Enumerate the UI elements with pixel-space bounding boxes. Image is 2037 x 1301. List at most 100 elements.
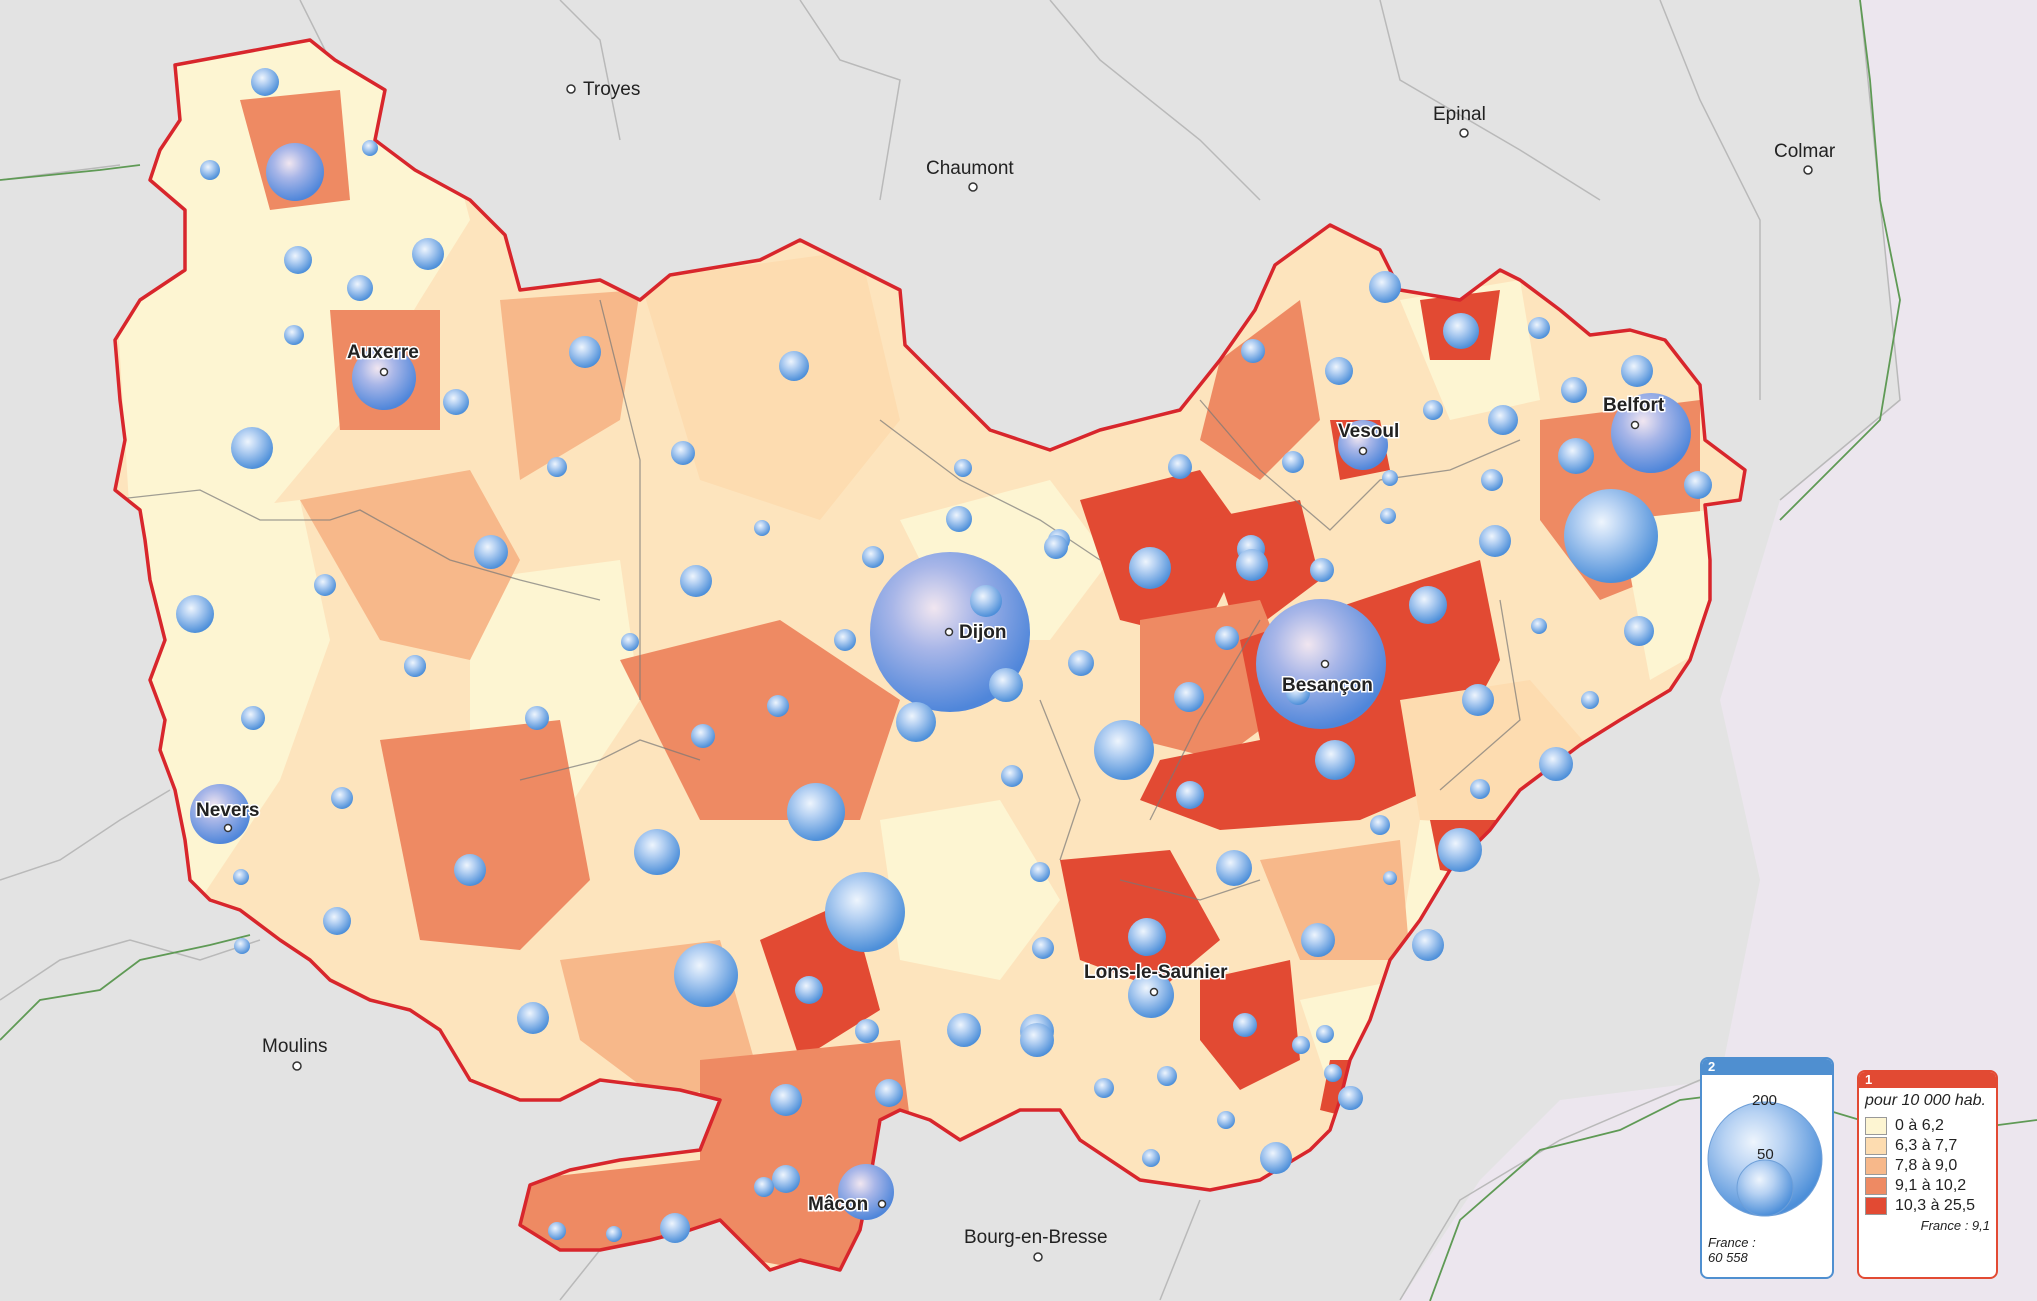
bubble (251, 68, 279, 96)
legend-class-label: 7,8 à 9,0 (1895, 1157, 1958, 1174)
city-label: Nevers (196, 800, 259, 821)
bubble (1129, 547, 1171, 589)
bubble (1684, 471, 1712, 499)
bubble (454, 854, 486, 886)
bubble (754, 1177, 774, 1197)
bubble (1382, 470, 1398, 486)
bubble (691, 724, 715, 748)
bubble (1260, 1142, 1292, 1174)
city-label: Moulins (262, 1036, 327, 1057)
city-dot (1033, 1252, 1043, 1262)
bubble (190, 784, 250, 844)
bubble (671, 441, 695, 465)
city-label: Vesoul (1338, 421, 1399, 442)
bubble (674, 943, 738, 1007)
city-label: Colmar (1774, 141, 1836, 162)
bubble (412, 238, 444, 270)
bubble (1236, 549, 1268, 581)
legend-class-row: 0 à 6,2 (1859, 1116, 1996, 1136)
city-dot (292, 1061, 302, 1071)
bubble (1217, 1111, 1235, 1129)
city-dot (1358, 446, 1368, 456)
bubble (1339, 1086, 1363, 1110)
legend-size-bubbles (1707, 1101, 1823, 1217)
eastern-area (1400, 0, 2037, 1301)
bubble (1157, 1066, 1177, 1086)
bubble (1624, 616, 1654, 646)
class-patch (380, 720, 590, 950)
city-dot (1320, 659, 1330, 669)
bubble (767, 695, 789, 717)
bubble (1068, 650, 1094, 676)
bubble (1621, 355, 1653, 387)
bubble (1215, 626, 1239, 650)
bubble (517, 1002, 549, 1034)
legend-class-label: 0 à 6,2 (1895, 1117, 1944, 1134)
bubble (772, 1165, 800, 1193)
legend-class-label: 9,1 à 10,2 (1895, 1177, 1967, 1194)
legend-color-france-note: France : 9,1 (1920, 1218, 1990, 1233)
bubble (621, 633, 639, 651)
legend-color-classes: 0 à 6,2 6,3 à 7,7 7,8 à 9,0 9,1 à 10,2 1… (1859, 1116, 1996, 1216)
bubble (1481, 469, 1503, 491)
city-label: Epinal (1433, 104, 1486, 125)
bubble (1020, 1023, 1054, 1057)
bubble (525, 706, 549, 730)
city-dot (223, 823, 233, 833)
bubble (1128, 918, 1166, 956)
bubble (266, 143, 324, 201)
bubble (1233, 1013, 1257, 1037)
city-label: Belfort (1603, 395, 1665, 416)
city-outside-layer: Troyes Chaumont Epinal Colmar Moulins Bo… (262, 79, 1836, 1262)
bubble (1338, 420, 1388, 470)
legend-size: 2 200 50 France : 60 558 (1700, 1057, 1834, 1279)
city-dot (877, 1199, 887, 1209)
legend-swatch (1865, 1197, 1887, 1215)
bubble (1241, 339, 1265, 363)
bubble (1528, 317, 1550, 339)
bubble (1310, 558, 1334, 582)
bubble (1282, 451, 1304, 473)
legend-class-row: 10,3 à 25,5 (1859, 1196, 1996, 1216)
class-patch (130, 500, 330, 900)
city-dot (379, 367, 389, 377)
bubble (606, 1226, 622, 1242)
bubble (474, 535, 508, 569)
bubble (284, 246, 312, 274)
bubble (176, 595, 214, 633)
legend-size-large-value: 200 (1752, 1092, 1778, 1109)
bubble (1488, 405, 1518, 435)
bubble (770, 1084, 802, 1116)
legend-class-row: 9,1 à 10,2 (1859, 1176, 1996, 1196)
bubble (1581, 691, 1599, 709)
bubble (1558, 438, 1594, 474)
bubble (680, 565, 712, 597)
bubble (1470, 779, 1490, 799)
legend-class-label: 6,3 à 7,7 (1895, 1137, 1958, 1154)
bubble (1380, 508, 1396, 524)
bubble (795, 976, 823, 1004)
legend-bubble-small (1736, 1159, 1794, 1217)
bubble (834, 629, 856, 651)
bubble (954, 459, 972, 477)
city-label: Besançon (1282, 675, 1373, 696)
bubble (1216, 850, 1252, 886)
class-patch (300, 470, 520, 660)
city-dot (1149, 987, 1159, 997)
bubble (896, 702, 936, 742)
legend-swatch (1865, 1137, 1887, 1155)
city-label: Mâcon (808, 1194, 868, 1215)
city-region-layer: Auxerre Vesoul Belfort Dijon Besançon Ne… (195, 341, 1667, 1217)
bubble (1032, 937, 1054, 959)
bubble (1561, 377, 1587, 403)
bubble (1142, 1149, 1160, 1167)
bubble (352, 346, 416, 410)
legend-color: 1 pour 10 000 hab. 0 à 6,2 6,3 à 7,7 7,8… (1857, 1070, 1998, 1279)
bubble (404, 655, 426, 677)
bubble (362, 140, 378, 156)
bubble (970, 585, 1002, 617)
bubble (1409, 586, 1447, 624)
bubble (1539, 747, 1573, 781)
class-patch (920, 820, 1040, 940)
bubble (1462, 684, 1494, 716)
